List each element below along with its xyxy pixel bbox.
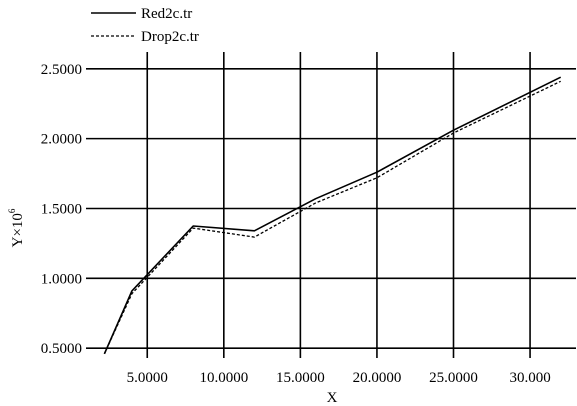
y-axis-title-base: Y×10 bbox=[10, 213, 26, 247]
series-line-red2c-tr bbox=[103, 76, 562, 355]
series-layer bbox=[103, 76, 562, 355]
y-axis-title-exponent: 6 bbox=[7, 208, 17, 213]
x-tick-label-0: 5.0000 bbox=[127, 370, 168, 386]
legend-label-drop2c: Drop2c.tr bbox=[141, 29, 199, 45]
x-tick-label-1: 10.0000 bbox=[199, 370, 248, 386]
x-axis-title: X bbox=[327, 390, 338, 406]
y-axis-title: Y×106 bbox=[7, 208, 26, 247]
y-tick-label-2: 1.5000 bbox=[41, 201, 82, 217]
y-tick-label-3: 2.0000 bbox=[41, 132, 82, 148]
series-line-drop2c-tr bbox=[103, 80, 561, 355]
y-tick-label-0: 0.5000 bbox=[41, 341, 82, 357]
tick-label-layer: 0.5000 1.0000 1.5000 2.0000 2.5000 5.0000 10.0… bbox=[41, 62, 551, 386]
x-tick-label-2: 15.0000 bbox=[276, 370, 325, 386]
svg-text:Y×106: Y×106 bbox=[7, 208, 26, 247]
x-tick-label-3: 20.0000 bbox=[353, 370, 402, 386]
grid-layer bbox=[86, 52, 576, 358]
x-tick-label-4: 25.0000 bbox=[429, 370, 478, 386]
y-tick-label-1: 1.0000 bbox=[41, 271, 82, 287]
legend-label-red2c: Red2c.tr bbox=[141, 6, 192, 22]
x-tick-label-5: 30.000 bbox=[509, 370, 550, 386]
y-tick-label-4: 2.5000 bbox=[41, 62, 82, 78]
legend: Red2c.tr Drop2c.tr bbox=[91, 6, 199, 45]
